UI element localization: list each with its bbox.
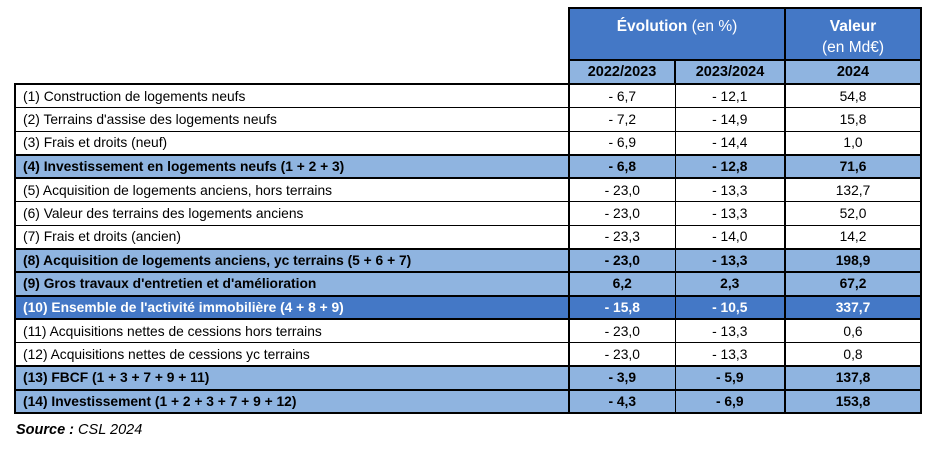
- value-cell: 14,2: [784, 224, 922, 249]
- row-label-cell: (11) Acquisitions nettes de cessions hor…: [14, 318, 570, 343]
- value-cell: - 10,5: [674, 294, 786, 320]
- table-row: (6) Valeur des terrains des logements an…: [14, 201, 922, 226]
- row-label-cell: (6) Valeur des terrains des logements an…: [14, 201, 570, 226]
- source-value: CSL 2024: [78, 422, 143, 438]
- value-cell: - 15,8: [568, 294, 676, 320]
- blank-corner-cell: [15, 8, 569, 60]
- header-group-row: Évolution (en %) Valeur (en Md€): [15, 7, 922, 61]
- column-header-row: 2022/2023 2023/2024 2024: [15, 59, 922, 85]
- table-row: (10) Ensemble de l'activité immobilière …: [14, 294, 922, 320]
- value-cell: 137,8: [784, 365, 922, 391]
- table-row: (9) Gros travaux d'entretien et d'amélio…: [14, 271, 922, 297]
- value-cell: 71,6: [784, 153, 922, 179]
- column-header-2024: 2024: [784, 59, 922, 85]
- table-row: (7) Frais et droits (ancien) - 23,3- 14,0…: [14, 224, 922, 249]
- value-cell: 6,2: [568, 271, 676, 297]
- value-cell: 54,8: [784, 83, 922, 108]
- value-cell: 198,9: [784, 247, 922, 273]
- row-label-cell: (8) Acquisition de logements anciens, yc…: [14, 247, 570, 273]
- valeur-header: Valeur (en Md€): [784, 7, 922, 61]
- value-cell: 153,8: [784, 388, 922, 414]
- value-cell: - 13,3: [674, 201, 786, 226]
- table-header: Évolution (en %) Valeur (en Md€) 2022/202…: [15, 7, 922, 85]
- row-label-cell: (14) Investissement (1 + 2 + 3 + 7 + 9 +…: [14, 388, 570, 414]
- table-row: (5) Acquisition de logements anciens, ho…: [14, 177, 922, 202]
- row-label-cell: (4) Investissement en logements neufs (1…: [14, 153, 570, 179]
- value-cell: - 23,0: [568, 318, 676, 343]
- column-header-2022-2023: 2022/2023: [568, 59, 676, 85]
- value-cell: 67,2: [784, 271, 922, 297]
- evolution-unit: (en %): [691, 18, 738, 35]
- blank-corner-cell: [15, 60, 569, 84]
- value-cell: 52,0: [784, 201, 922, 226]
- row-label-cell: (1) Construction de logements neufs: [14, 83, 570, 108]
- value-cell: - 14,4: [674, 130, 786, 155]
- value-cell: - 13,3: [674, 318, 786, 343]
- value-cell: - 14,0: [674, 224, 786, 249]
- row-label-cell: (10) Ensemble de l'activité immobilière …: [14, 294, 570, 320]
- table-row: (2) Terrains d'assise des logements neuf…: [14, 107, 922, 132]
- value-cell: - 23,0: [568, 177, 676, 202]
- value-cell: - 6,9: [674, 388, 786, 414]
- table-body: (1) Construction de logements neufs - 6,7…: [14, 83, 922, 414]
- value-cell: 132,7: [784, 177, 922, 202]
- value-cell: - 7,2: [568, 107, 676, 132]
- table-row: (1) Construction de logements neufs - 6,7…: [14, 83, 922, 108]
- value-cell: - 13,3: [674, 247, 786, 273]
- row-label-cell: (5) Acquisition de logements anciens, ho…: [14, 177, 570, 202]
- table-row: (14) Investissement (1 + 2 + 3 + 7 + 9 +…: [14, 388, 922, 414]
- source-label: Source :: [16, 422, 75, 438]
- column-header-2023-2024: 2023/2024: [674, 59, 786, 85]
- table-row: (13) FBCF (1 + 3 + 7 + 9 + 11) - 3,9- 5,9…: [14, 365, 922, 391]
- value-cell: - 13,3: [674, 342, 786, 367]
- value-cell: - 23,3: [568, 224, 676, 249]
- row-label-cell: (13) FBCF (1 + 3 + 7 + 9 + 11): [14, 365, 570, 391]
- value-cell: 0,8: [784, 342, 922, 367]
- table-row: (8) Acquisition de logements anciens, yc…: [14, 247, 922, 273]
- valeur-title: Valeur: [829, 18, 877, 35]
- row-label-cell: (12) Acquisitions nettes de cessions yc …: [14, 342, 570, 367]
- value-cell: - 4,3: [568, 388, 676, 414]
- value-cell: - 23,0: [568, 201, 676, 226]
- real-estate-investment-table: Évolution (en %) Valeur (en Md€) 2022/202…: [14, 7, 922, 414]
- value-cell: - 23,0: [568, 342, 676, 367]
- value-cell: - 6,8: [568, 153, 676, 179]
- table-row: (11) Acquisitions nettes de cessions hor…: [14, 318, 922, 343]
- evolution-header: Évolution (en %): [568, 7, 786, 61]
- row-label-cell: (2) Terrains d'assise des logements neuf…: [14, 107, 570, 132]
- row-label-cell: (7) Frais et droits (ancien): [14, 224, 570, 249]
- value-cell: 337,7: [784, 294, 922, 320]
- table-row: (4) Investissement en logements neufs (1…: [14, 153, 922, 179]
- valeur-unit: (en Md€): [821, 39, 885, 56]
- value-cell: - 12,8: [674, 153, 786, 179]
- value-cell: - 12,1: [674, 83, 786, 108]
- value-cell: 1,0: [784, 130, 922, 155]
- source-note: Source : CSL 2024: [16, 422, 938, 438]
- value-cell: - 6,7: [568, 83, 676, 108]
- row-label-cell: (9) Gros travaux d'entretien et d'amélio…: [14, 271, 570, 297]
- table-row: (12) Acquisitions nettes de cessions yc …: [14, 342, 922, 367]
- value-cell: - 3,9: [568, 365, 676, 391]
- value-cell: - 6,9: [568, 130, 676, 155]
- value-cell: - 5,9: [674, 365, 786, 391]
- evolution-title: Évolution: [616, 18, 688, 35]
- value-cell: - 23,0: [568, 247, 676, 273]
- value-cell: 15,8: [784, 107, 922, 132]
- value-cell: 2,3: [674, 271, 786, 297]
- value-cell: 0,6: [784, 318, 922, 343]
- value-cell: - 13,3: [674, 177, 786, 202]
- table-row: (3) Frais et droits (neuf) - 6,9- 14,4 1,0: [14, 130, 922, 155]
- value-cell: - 14,9: [674, 107, 786, 132]
- row-label-cell: (3) Frais et droits (neuf): [14, 130, 570, 155]
